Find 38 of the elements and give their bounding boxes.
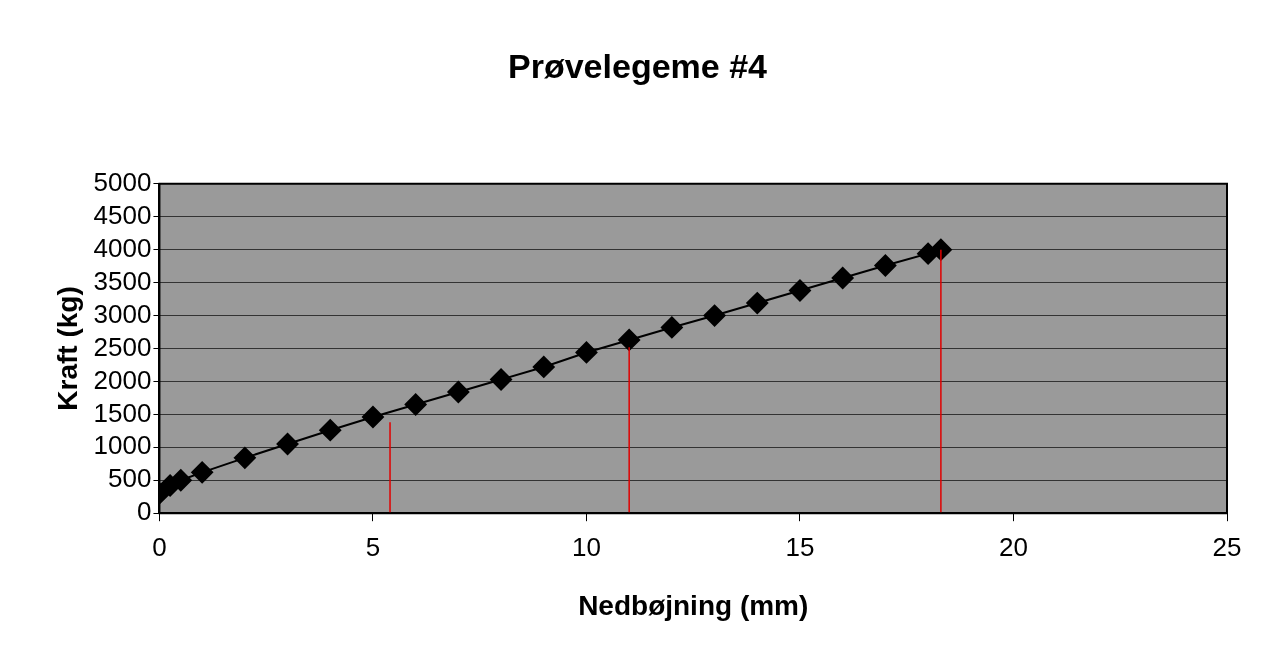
y-tick-label: 4000 (93, 232, 152, 263)
point (532, 355, 555, 378)
point (575, 341, 598, 364)
y-tick-label: 0 (136, 496, 152, 527)
point (447, 380, 470, 403)
point (618, 328, 641, 351)
point (276, 433, 299, 456)
y-tick-label: 1500 (93, 397, 152, 428)
x-tick-label: 5 (365, 531, 381, 562)
point (319, 419, 342, 442)
y-tick-label: 1000 (93, 430, 152, 461)
point (874, 254, 897, 277)
y-axis-title: Kraft (kg) (51, 286, 83, 411)
y-tick-label: 2500 (93, 331, 152, 362)
y-tick-label: 5000 (93, 166, 152, 197)
x-tick-label: 25 (1212, 531, 1242, 562)
x-tick-label: 15 (785, 531, 815, 562)
point (788, 279, 811, 302)
point (404, 393, 427, 416)
point (660, 316, 683, 339)
y-tick-label: 500 (108, 463, 152, 494)
point (703, 304, 726, 327)
x-tick-label: 10 (572, 531, 601, 562)
point (831, 267, 854, 290)
x-tick-label: 20 (999, 531, 1028, 562)
point (929, 238, 952, 261)
point (169, 469, 192, 492)
point (490, 368, 513, 391)
y-tick-label: 3000 (93, 298, 152, 329)
y-tick-label: 4500 (93, 199, 152, 230)
point (233, 446, 256, 469)
point (191, 461, 214, 484)
point (746, 292, 769, 315)
x-axis-title: Nedbøjning (mm) (578, 589, 809, 621)
chart-title: Prøvelegeme #4 (508, 46, 768, 85)
y-tick-label: 2000 (93, 364, 152, 395)
y-tick-label: 3500 (93, 265, 152, 296)
point (361, 406, 384, 429)
